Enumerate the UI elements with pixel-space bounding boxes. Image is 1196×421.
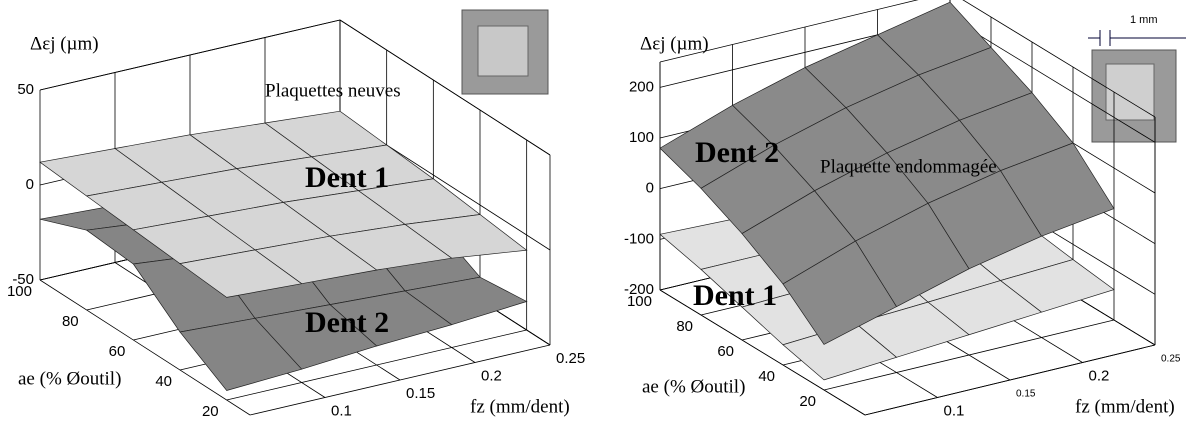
x-tick-label: 0.2 — [481, 367, 502, 384]
scale-bar — [1088, 30, 1186, 46]
y-tick-label: 80 — [676, 318, 693, 335]
series-label: Dent 1 — [693, 279, 777, 312]
y-tick-label: 20 — [799, 393, 816, 410]
surface-patch — [179, 317, 303, 391]
z-tick-label: 0 — [26, 176, 34, 193]
y-tick-label: 60 — [717, 343, 734, 360]
y-tick-label: 40 — [758, 368, 775, 385]
grid-line — [659, 289, 866, 416]
y-tick-label: 20 — [202, 403, 219, 420]
surface-patch — [179, 249, 303, 298]
insert-shape — [477, 25, 529, 77]
grid-line — [949, 16, 1156, 143]
x-tick-label: 0.1 — [331, 402, 352, 419]
z-tick-label: 0 — [646, 180, 654, 197]
x-tick-label: 0.15 — [1016, 389, 1036, 400]
z-tick-label: -50 — [12, 271, 34, 288]
x-tick-label: 0.25 — [556, 350, 585, 367]
z-tick-label: 100 — [629, 129, 654, 146]
z-axis-title: Δεj (µm) — [30, 33, 99, 54]
y-tick-label: 100 — [627, 293, 652, 310]
grid-line — [339, 19, 551, 156]
y-tick-label: 0 — [849, 418, 857, 421]
x-tick-label: 0.2 — [1089, 367, 1110, 384]
z-tick-label: 200 — [629, 78, 654, 95]
y-tick-label: 60 — [109, 343, 126, 360]
series-label: Dent 2 — [305, 306, 389, 339]
y-axis-title: ae (% Øoutil) — [18, 368, 121, 389]
grid-line — [864, 344, 1156, 416]
z-tick-label: 50 — [17, 81, 34, 98]
x-tick-label: 0.15 — [406, 385, 435, 402]
annotation: 1 mm — [1130, 14, 1158, 26]
series-label: Dent 2 — [695, 136, 779, 169]
x-tick-label: 0.1 — [944, 402, 965, 419]
y-axis-title: ae (% Øoutil) — [642, 376, 745, 397]
grid-line — [823, 319, 1115, 391]
axis-line — [39, 279, 251, 416]
y-tick-label: 100 — [7, 283, 32, 300]
x-tick-label: 0.25 — [1161, 354, 1181, 365]
grid-line — [226, 329, 527, 401]
x-axis-title: fz (mm/dent) — [1075, 396, 1175, 417]
y-tick-label: 80 — [62, 313, 79, 330]
annotation: Plaquette endommagée — [820, 156, 997, 177]
series-label: Dent 1 — [305, 161, 389, 194]
surface-patch — [782, 240, 897, 345]
z-tick-label: -100 — [624, 230, 654, 247]
axis-line — [962, 0, 1156, 118]
annotation: Plaquettes neuves — [265, 80, 401, 101]
y-tick-label: 40 — [155, 373, 172, 390]
z-axis-title: Δεj (µm) — [640, 33, 709, 54]
x-axis-title: fz (mm/dent) — [470, 396, 570, 417]
z-tick-label: -200 — [624, 281, 654, 298]
